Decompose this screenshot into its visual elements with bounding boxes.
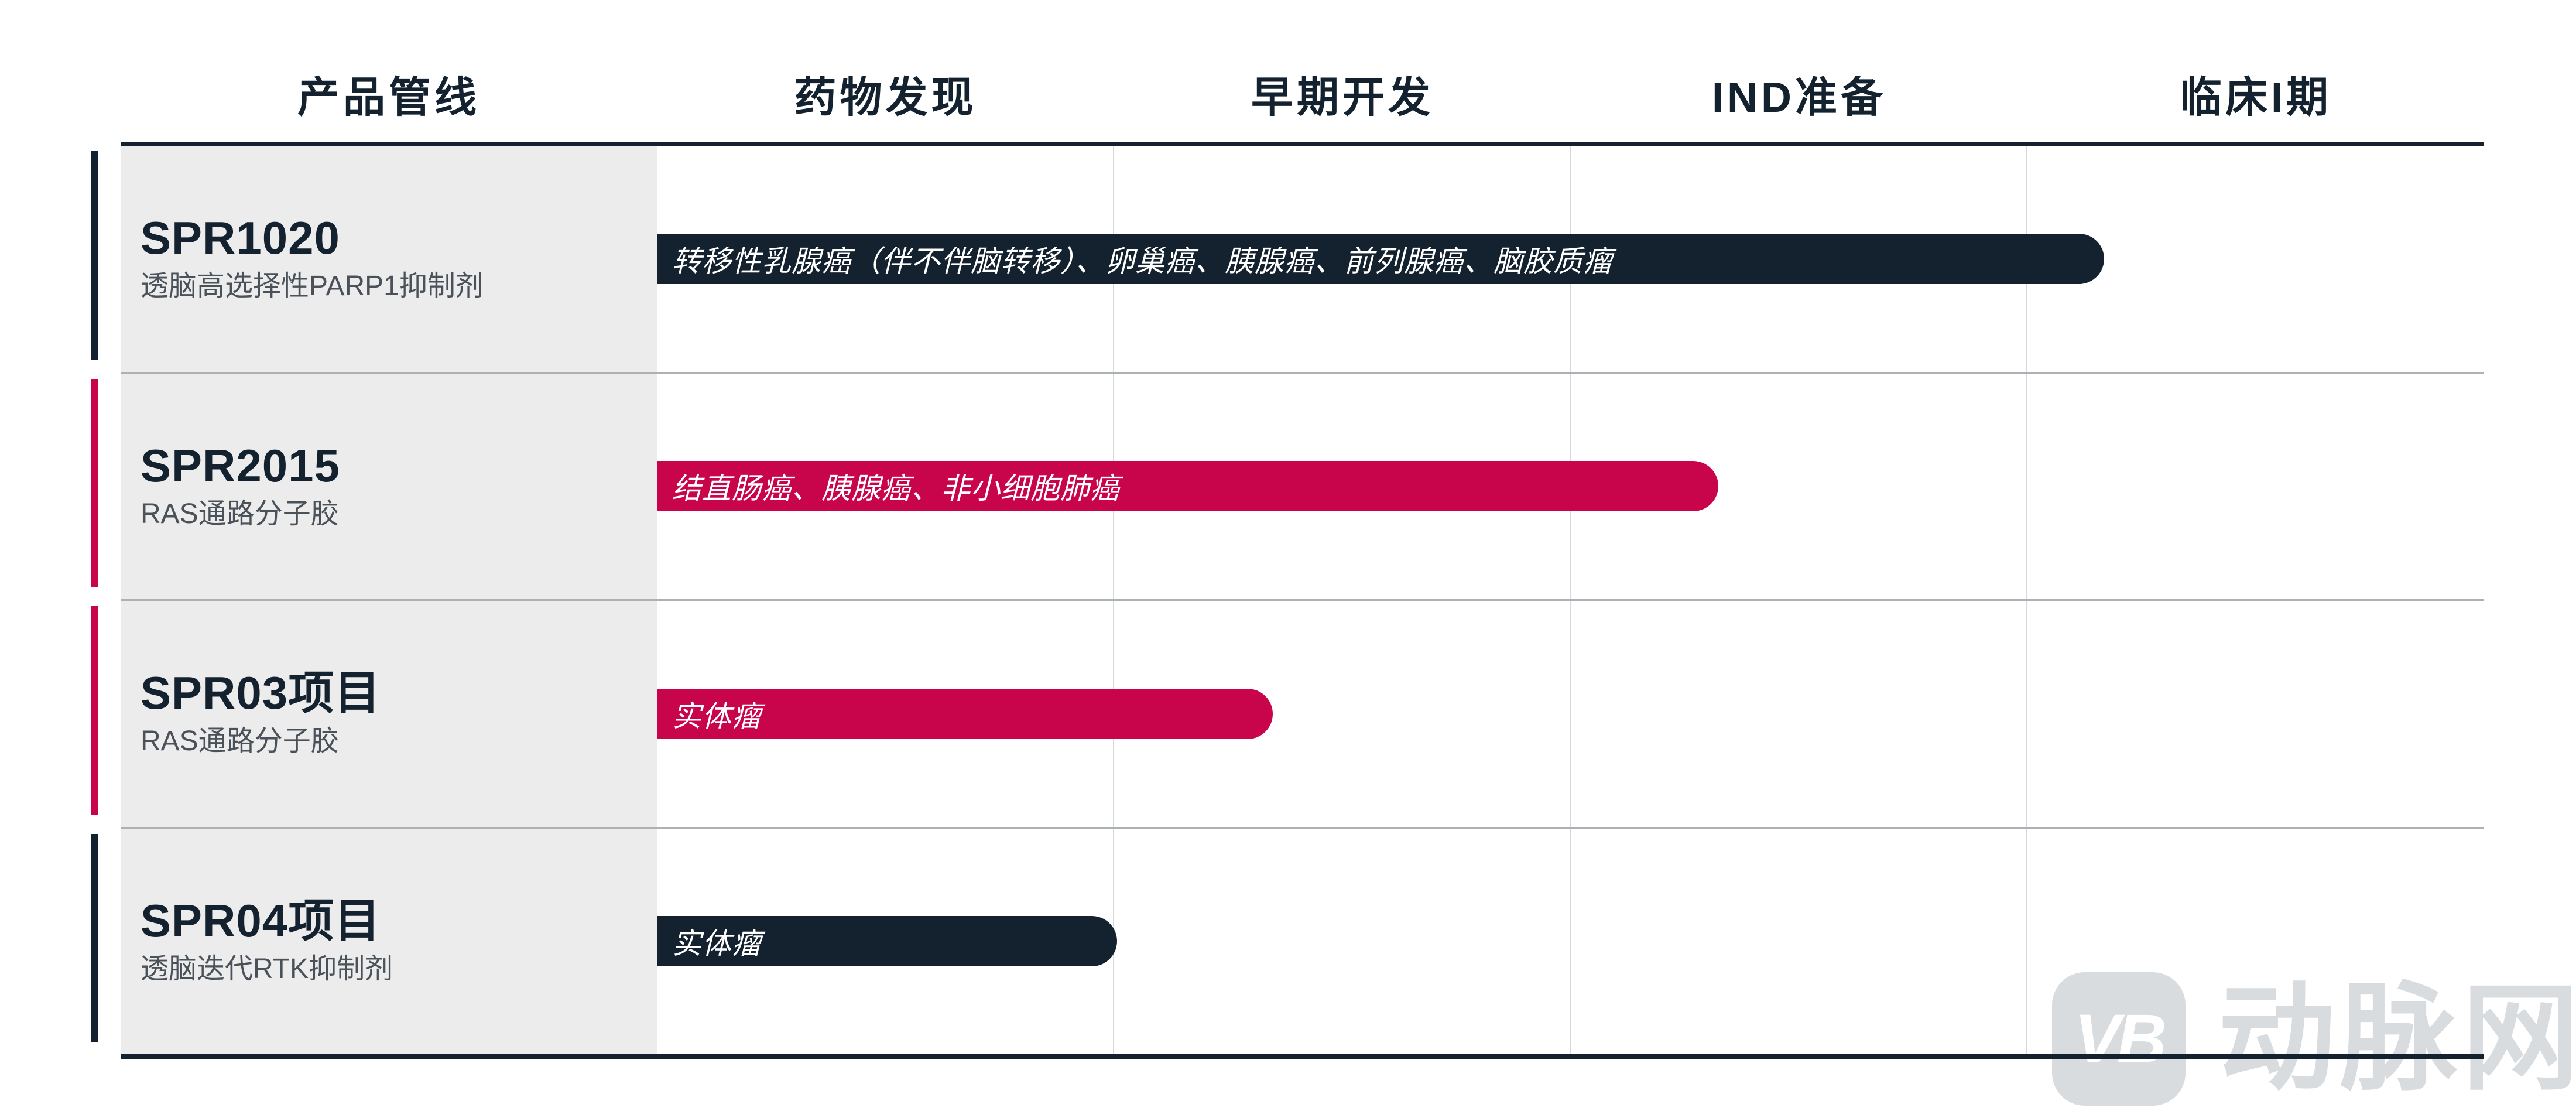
column-header-drug-discovery: 药物发现 — [794, 74, 977, 121]
indications-label: 转移性乳腺癌（伴不伴脑转移）、卵巢癌、胰腺癌、前列腺癌、脑胶质瘤 — [672, 244, 1613, 278]
column-header-clinical-phase1: 临床I期 — [2179, 74, 2332, 121]
stage-track: 转移性乳腺癌（伴不伴脑转移）、卵巢癌、胰腺癌、前列腺癌、脑胶质瘤 — [657, 146, 2484, 372]
column-header-early-development: 早期开发 — [1251, 74, 1434, 121]
watermark-brand-text: 动脉网 — [2218, 973, 2576, 1104]
vcbeat-logo-glyph: VB — [2074, 1000, 2167, 1078]
pipeline-table: SPR1020 透脑高选择性PARP1抑制剂 转移性乳腺癌（伴不伴脑转移）、卵巢… — [91, 142, 2484, 1059]
program-label-cell: SPR03项目 RAS通路分子胶 — [121, 601, 657, 827]
progress-bar: 实体瘤 — [657, 916, 1118, 967]
row-accent-bar — [91, 606, 98, 815]
stage-track: 结直肠癌、胰腺癌、非小细胞肺癌 — [657, 374, 2484, 600]
progress-bar: 结直肠癌、胰腺癌、非小细胞肺癌 — [657, 461, 1719, 512]
table-row-spr2015: SPR2015 RAS通路分子胶 结直肠癌、胰腺癌、非小细胞肺癌 — [91, 373, 2484, 601]
progress-bar: 实体瘤 — [657, 688, 1273, 739]
stage-track: 实体瘤 — [657, 601, 2484, 827]
program-description: 透脑迭代RTK抑制剂 — [141, 953, 393, 984]
table-row-spr03: SPR03项目 RAS通路分子胶 实体瘤 — [91, 601, 2484, 829]
watermark: VB 动脉网 — [2052, 972, 2576, 1106]
indications-label: 实体瘤 — [672, 927, 762, 960]
stage-track: 实体瘤 — [657, 829, 2484, 1055]
program-label-cell: SPR04项目 透脑迭代RTK抑制剂 — [121, 828, 657, 1054]
table-row-spr04: SPR04项目 透脑迭代RTK抑制剂 实体瘤 — [91, 828, 2484, 1055]
progress-bar: 转移性乳腺癌（伴不伴脑转移）、卵巢癌、胰腺癌、前列腺癌、脑胶质瘤 — [657, 233, 2104, 284]
indications-label: 实体瘤 — [672, 699, 762, 733]
program-label-cell: SPR1020 透脑高选择性PARP1抑制剂 — [121, 146, 657, 372]
program-description: RAS通路分子胶 — [141, 726, 339, 757]
vcbeat-logo-icon: VB — [2052, 972, 2186, 1106]
program-code: SPR2015 — [141, 439, 340, 491]
row-accent-bar — [91, 833, 98, 1042]
program-description: 透脑高选择性PARP1抑制剂 — [141, 271, 484, 302]
indications-label: 结直肠癌、胰腺癌、非小细胞肺癌 — [672, 472, 1120, 505]
table-row-spr1020: SPR1020 透脑高选择性PARP1抑制剂 转移性乳腺癌（伴不伴脑转移）、卵巢… — [91, 146, 2484, 374]
row-accent-bar — [91, 378, 98, 587]
column-header-ind-preparation: IND准备 — [1712, 74, 1886, 121]
program-code: SPR03项目 — [141, 667, 381, 719]
row-accent-bar — [91, 151, 98, 360]
program-label-cell: SPR2015 RAS通路分子胶 — [121, 373, 657, 599]
program-code: SPR1020 — [141, 212, 340, 264]
program-description: RAS通路分子胶 — [141, 498, 339, 529]
column-header-product-pipeline: 产品管线 — [297, 74, 480, 121]
program-code: SPR04项目 — [141, 894, 381, 946]
